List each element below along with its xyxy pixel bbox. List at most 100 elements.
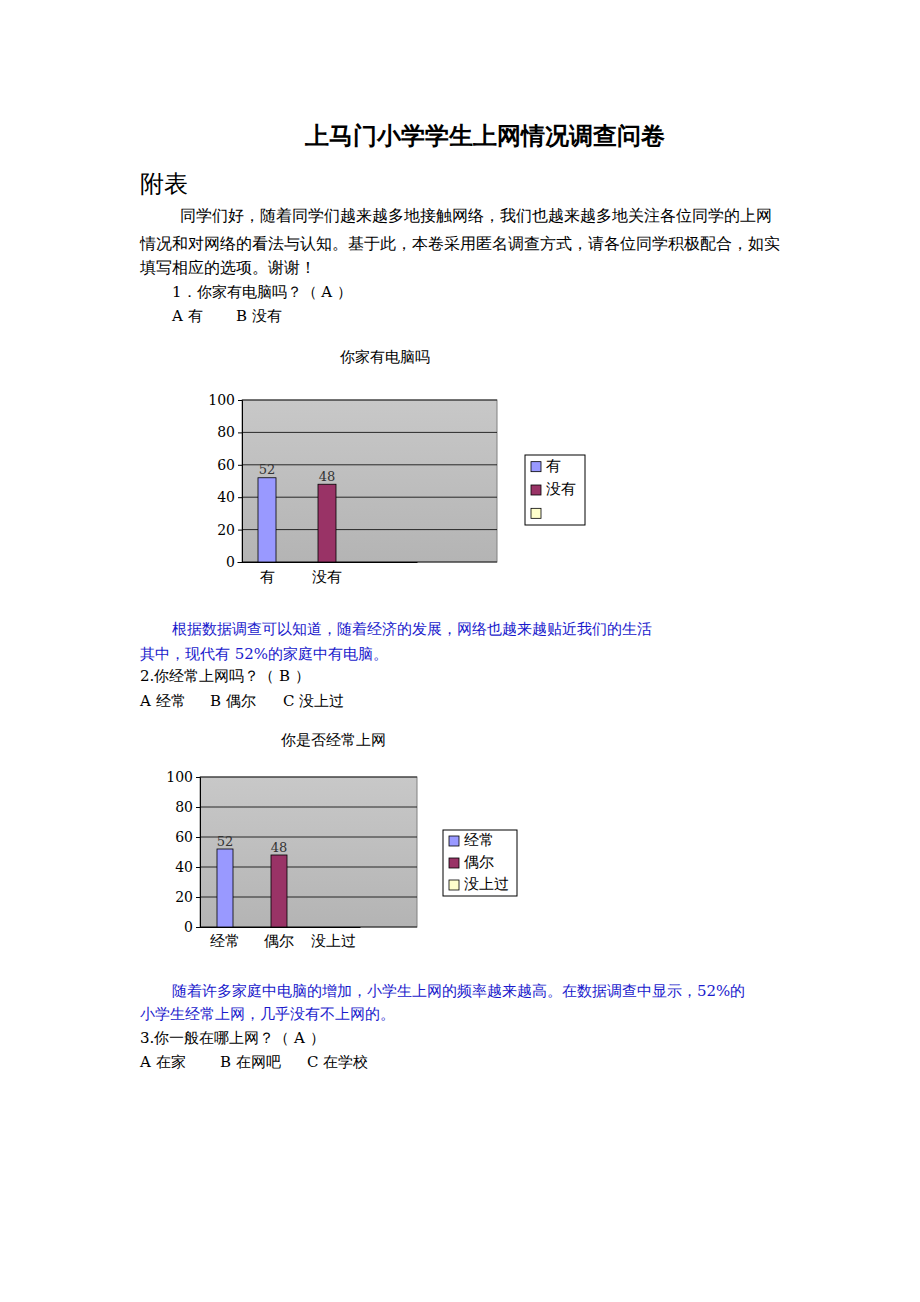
y-axis: 0 20 40 60 80 100 <box>208 392 242 570</box>
doc-title: 上马门小学学生上网情况调查问卷 <box>304 121 665 150</box>
legend-swatch <box>531 485 541 495</box>
y-tick-mark <box>238 530 242 531</box>
question: 1．你家有电脑吗？（ A ） <box>172 283 352 301</box>
y-tick: 40 <box>175 859 200 875</box>
option: B 在网吧 <box>220 1053 281 1071</box>
grid-line <box>242 497 497 498</box>
legend-swatch <box>449 836 459 846</box>
x-tick: 没有 <box>312 562 342 586</box>
intro-line: 情况和对网络的看法与认知。基于此，本卷采用匿名调查方式，请各位同学积极配合，如实 <box>139 235 780 253</box>
x-tick: 经常 <box>210 927 240 950</box>
y-tick-mark <box>196 867 200 868</box>
y-tick-label: 80 <box>217 424 235 440</box>
y-tick: 20 <box>175 889 200 905</box>
plot-area <box>200 777 417 927</box>
legend-swatch <box>449 858 459 868</box>
data-label: 48 <box>271 840 288 855</box>
x-tick-label: 没有 <box>312 568 342 586</box>
option: A 在家 <box>139 1053 186 1071</box>
option: A 有 <box>171 307 203 325</box>
y-tick-label: 0 <box>226 554 235 570</box>
bar <box>271 855 287 927</box>
y-tick-mark <box>238 432 242 433</box>
y-tick-label: 40 <box>175 859 193 875</box>
x-axis: 有 没有 <box>238 562 418 586</box>
grid-line <box>242 400 497 401</box>
legend: 经常偶尔没上过 <box>443 830 517 896</box>
grid-line <box>242 432 497 433</box>
y-tick-label: 20 <box>175 889 193 905</box>
question: 2.你经常上网吗？（ B ） <box>140 667 310 685</box>
y-tick-mark <box>196 837 200 838</box>
y-tick-mark <box>196 807 200 808</box>
y-tick-label: 60 <box>217 457 235 473</box>
x-tick-label: 没上过 <box>311 932 356 950</box>
page: 上马门小学学生上网情况调查问卷附表同学们好，随着同学们越来越多地接触网络，我们也… <box>0 0 920 1302</box>
y-tick-mark <box>238 497 242 498</box>
option: C 在学校 <box>307 1053 368 1071</box>
intro-line: 填写相应的选项。谢谢！ <box>139 259 316 277</box>
bar <box>258 478 276 562</box>
bars <box>217 849 287 927</box>
y-tick-label: 40 <box>217 489 235 505</box>
section-heading: 附表 <box>140 170 188 198</box>
y-tick: 100 <box>166 769 200 785</box>
y-tick-mark <box>238 400 242 401</box>
y-tick-label: 100 <box>166 769 193 785</box>
y-tick: 100 <box>208 392 242 408</box>
data-label: 52 <box>259 462 276 477</box>
x-tick-label: 偶尔 <box>264 932 294 950</box>
chart-title: 你是否经常上网 <box>280 731 386 749</box>
legend-swatch <box>531 462 541 472</box>
option: C 没上过 <box>283 692 344 710</box>
legend-swatch <box>449 880 459 890</box>
chart-title: 你家有电脑吗 <box>339 348 430 366</box>
legend-label: 有 <box>546 457 561 475</box>
analysis-line: 其中，现代有 52%的家庭中有电脑。 <box>140 645 388 663</box>
x-axis-line <box>199 927 361 928</box>
x-tick: 没上过 <box>311 927 356 950</box>
analysis-line: 根据数据调查可以知道，随着经济的发展，网络也越来越贴近我们的生活 <box>172 620 652 638</box>
question: 3.你一般在哪上网？（ A ） <box>140 1029 325 1047</box>
legend-box <box>525 455 585 525</box>
y-tick: 80 <box>175 799 200 815</box>
chart: 你是否经常上网5248020406080100经常偶尔没上过经常偶尔没上过 <box>166 731 517 950</box>
grid-line <box>242 464 497 465</box>
legend-label: 没有 <box>546 480 576 498</box>
legend: 有没有 <box>525 455 585 525</box>
option: A 经常 <box>139 692 186 710</box>
y-tick-label: 20 <box>217 522 235 538</box>
intro-line: 同学们好，随着同学们越来越多地接触网络，我们也越来越多地关注各位同学的上网 <box>180 207 772 225</box>
legend-label: 偶尔 <box>464 853 494 871</box>
y-tick: 60 <box>217 457 242 473</box>
x-tick-label: 经常 <box>210 932 240 950</box>
bar <box>217 849 233 927</box>
y-tick-label: 60 <box>175 829 193 845</box>
y-tick: 0 <box>184 919 200 935</box>
y-axis: 0 20 40 60 80 100 <box>166 769 200 935</box>
data-label: 48 <box>319 469 336 484</box>
plot-area <box>242 400 497 562</box>
y-axis-line <box>196 778 201 928</box>
legend-label: 经常 <box>464 831 494 849</box>
y-tick-mark <box>196 777 200 778</box>
grid-line <box>242 529 497 530</box>
y-tick-mark <box>196 897 200 898</box>
y-tick: 0 <box>226 554 242 570</box>
x-axis: 经常 偶尔没上过 <box>199 927 361 950</box>
grid-line <box>200 777 417 778</box>
y-tick-label: 80 <box>175 799 193 815</box>
option: B 偶尔 <box>210 692 256 710</box>
chart: 你家有电脑吗5248020406080100有没有有没有 <box>208 348 585 586</box>
grid-line <box>200 807 417 808</box>
x-tick-label: 有 <box>260 568 275 586</box>
analysis-line: 小学生经常上网，几乎没有不上网的。 <box>140 1005 395 1023</box>
x-axis-line <box>238 562 418 563</box>
data-label: 52 <box>217 834 234 849</box>
legend-box <box>443 830 517 896</box>
y-tick-label: 0 <box>184 919 193 935</box>
analysis-line: 随着许多家庭中电脑的增加，小学生上网的频率越来越高。在数据调查中显示，52%的 <box>172 982 745 1000</box>
y-tick: 60 <box>175 829 200 845</box>
bars <box>258 478 336 562</box>
legend-swatch <box>531 508 541 518</box>
